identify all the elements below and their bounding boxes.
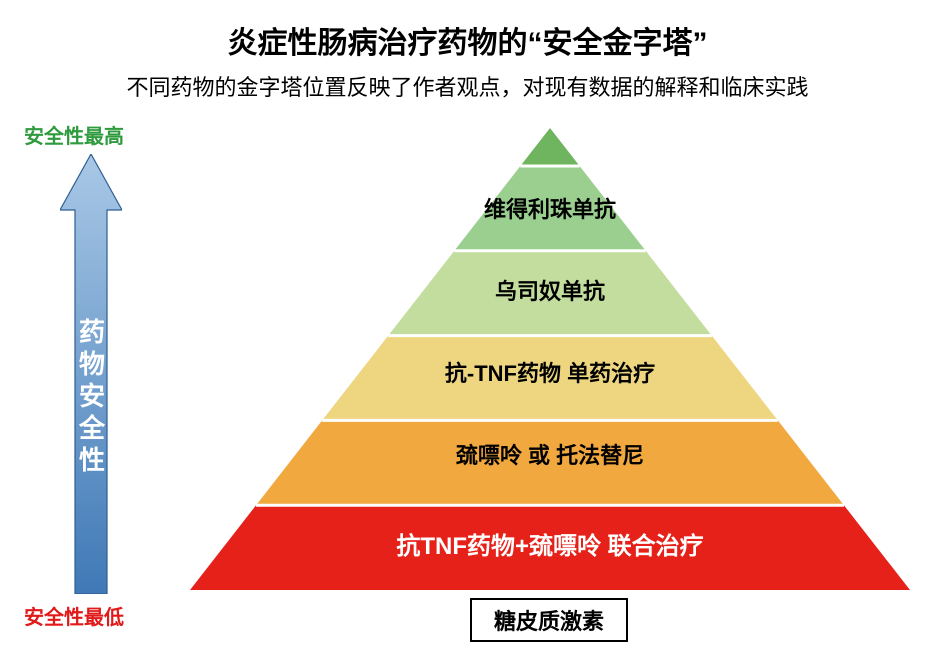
page-title: 炎症性肠病治疗药物的“安全金字塔” — [0, 0, 935, 62]
pyramid-layer-label-2: 抗-TNF药物 单药治疗 — [445, 356, 655, 388]
pyramid-layer-label-1: 乌司奴单抗 — [495, 274, 605, 306]
axis-vertical-label: 药物安全性 — [73, 318, 110, 478]
axis-top-label: 安全性最高 — [24, 120, 124, 149]
safety-axis: 安全性最高 药物安全性 安全性最低 — [24, 120, 164, 600]
pyramid-layer-label-0: 维得利珠单抗 — [484, 192, 616, 224]
pyramid-layer-label-4: 抗TNF药物+巯嘌呤 联合治疗 — [396, 526, 703, 561]
pyramid-layer-label-3: 巯嘌呤 或 托法替尼 — [456, 438, 644, 470]
axis-bottom-label: 安全性最低 — [24, 601, 124, 630]
diagram-area: 安全性最高 药物安全性 安全性最低 维得利珠单抗 乌司奴单抗 抗-TNF药物 单… — [0, 120, 935, 640]
footer-box: 糖皮质激素 — [470, 598, 628, 642]
page-subtitle: 不同药物的金字塔位置反映了作者观点，对现有数据的解释和临床实践 — [0, 70, 935, 102]
safety-pyramid: 维得利珠单抗 乌司奴单抗 抗-TNF药物 单药治疗 巯嘌呤 或 托法替尼 抗TN… — [190, 128, 910, 590]
axis-vertical-label-wrap: 药物安全性 — [60, 154, 122, 594]
